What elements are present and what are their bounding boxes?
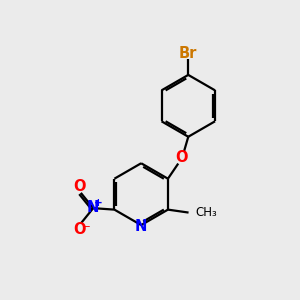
Text: O: O [175,150,187,165]
Text: O: O [73,179,86,194]
Text: Br: Br [179,46,197,61]
Text: ⁻: ⁻ [83,223,90,236]
Text: N: N [87,200,99,215]
Text: N: N [135,219,147,234]
Text: O: O [73,222,86,237]
Text: +: + [94,198,103,208]
Text: CH₃: CH₃ [195,206,217,219]
